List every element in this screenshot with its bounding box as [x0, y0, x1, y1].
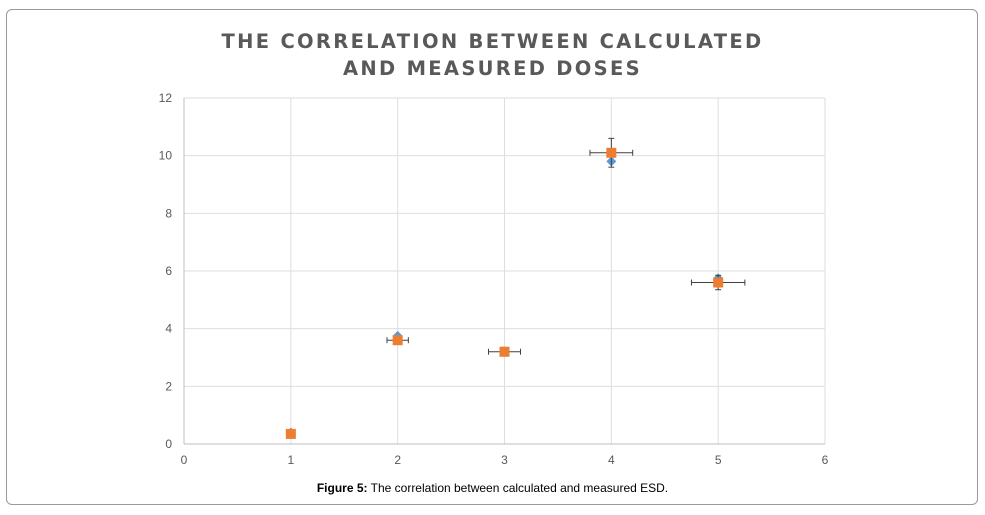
- series-2-point-square: [392, 335, 403, 346]
- x-tick-label: 0: [181, 453, 188, 467]
- series-2-point-square: [285, 428, 296, 439]
- chart-title-line-2: AND MEASURED DOSES: [343, 57, 642, 80]
- y-tick-label: 10: [159, 149, 173, 163]
- x-tick-label: 1: [287, 453, 294, 467]
- x-tick-label: 6: [822, 453, 829, 467]
- y-tick-label: 8: [165, 206, 172, 220]
- x-tick-label: 2: [394, 453, 401, 467]
- chart-title: THE CORRELATION BETWEEN CALCULATED AND M…: [0, 28, 985, 82]
- x-tick-label: 5: [715, 453, 722, 467]
- figure-caption: Figure 5: The correlation between calcul…: [0, 481, 985, 495]
- x-tick-label: 4: [608, 453, 615, 467]
- series-2-point-square: [713, 277, 724, 288]
- y-tick-label: 2: [165, 379, 172, 393]
- series-2-point-square: [606, 147, 617, 158]
- y-tick-label: 12: [159, 91, 173, 105]
- y-tick-label: 0: [165, 437, 172, 451]
- chart-frame: [6, 9, 978, 505]
- figure-caption-label: Figure 5:: [316, 481, 368, 495]
- figure-caption-text: The correlation between calculated and m…: [367, 481, 669, 495]
- chart-title-line-1: THE CORRELATION BETWEEN CALCULATED: [221, 30, 764, 53]
- series-2-point-square: [499, 346, 510, 357]
- y-tick-label: 4: [165, 322, 172, 336]
- y-tick-label: 6: [165, 264, 172, 278]
- x-tick-label: 3: [501, 453, 508, 467]
